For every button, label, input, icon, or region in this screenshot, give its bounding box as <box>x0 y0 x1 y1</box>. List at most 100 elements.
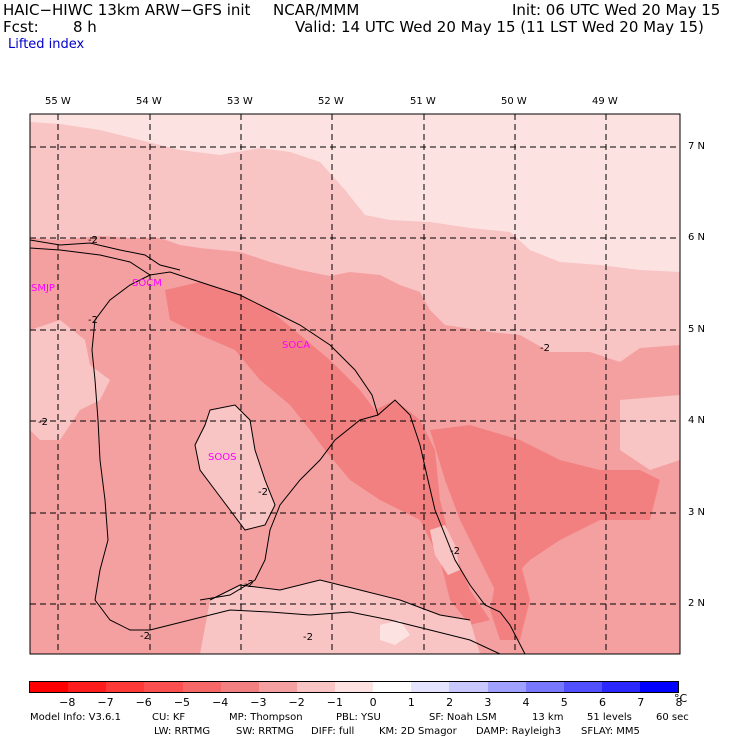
center-org: NCAR/MMM <box>273 1 360 19</box>
footer-model-info: Model Info: V3.6.1 <box>30 712 121 723</box>
colorbar-label: 8 <box>675 696 683 709</box>
colorbar-label: −5 <box>173 696 191 709</box>
contour-label: -2 <box>303 632 313 643</box>
shade-north-lightest <box>30 114 680 272</box>
colorbar <box>29 681 679 693</box>
field-name: Lifted index <box>8 37 85 52</box>
contour-label: -2 <box>38 417 48 428</box>
footer-damp: DAMP: Rayleigh3 <box>476 726 562 737</box>
station-socm: SOCM <box>132 278 162 289</box>
colorbar-cell <box>335 682 374 692</box>
colorbar-cell <box>182 682 221 692</box>
lon-label-55w: 55 W <box>45 96 71 107</box>
contour-label: -2 <box>450 546 460 557</box>
colorbar-label: −8 <box>59 696 76 709</box>
colorbar-cell <box>258 682 297 692</box>
model-title: HAIC−HIWC 13km ARW−GFS init <box>3 1 251 19</box>
colorbar-cell <box>106 682 145 692</box>
lat-label-5n: 5 N <box>688 324 706 335</box>
contour-2-north <box>30 239 181 271</box>
shade-west-light <box>30 320 110 440</box>
colorbar-cell <box>487 682 526 692</box>
colorbar-label: −6 <box>135 696 152 709</box>
contour-label: -2 <box>244 579 254 590</box>
colorbar-label: 7 <box>637 696 645 709</box>
colorbar-label: 1 <box>407 696 415 709</box>
lat-label-7n: 7 N <box>688 141 706 152</box>
lon-label-53w: 53 W <box>227 96 253 107</box>
contour-label: -2 <box>258 487 268 498</box>
shade-coast-dark <box>165 282 490 625</box>
valid-time: Valid: 14 UTC Wed 20 May 15 (11 LST Wed … <box>295 18 704 36</box>
lon-label-52w: 52 W <box>318 96 344 107</box>
lat-label-4n: 4 N <box>688 415 706 426</box>
lon-label-50w: 50 W <box>501 96 527 107</box>
contour-2-south <box>209 579 471 621</box>
fcst-label: Fcst: <box>3 18 39 36</box>
footer-sflay: SFLAY: MM5 <box>581 726 640 737</box>
colorbar-cell <box>68 682 107 692</box>
footer-mp: MP: Thompson <box>229 712 303 723</box>
lon-label-51w: 51 W <box>410 96 436 107</box>
fcst-value: 8 h <box>73 18 97 36</box>
colorbar-label: 0 <box>369 696 377 709</box>
contour-2-soos <box>194 404 276 531</box>
colorbar-cell <box>525 682 564 692</box>
station-soca: SOCA <box>282 340 311 351</box>
colorbar-label: 5 <box>560 696 568 709</box>
colorbar-cell <box>373 682 412 692</box>
colorbar-label: 6 <box>599 696 607 709</box>
shade-island-soos <box>195 405 275 530</box>
footer-pbl: PBL: YSU <box>336 712 381 723</box>
lon-label-54w: 54 W <box>136 96 162 107</box>
colorbar-cell <box>220 682 259 692</box>
colorbar-label: 3 <box>484 696 492 709</box>
footer-cu: CU: KF <box>152 712 186 723</box>
shade-coast-light-spot <box>430 525 460 575</box>
footer-lw: LW: RRTMG <box>154 726 211 737</box>
colorbar-label: 4 <box>522 696 530 709</box>
lon-label-49w: 49 W <box>592 96 618 107</box>
footer-sw: SW: RRTMG <box>236 726 294 737</box>
colorbar-cell <box>563 682 602 692</box>
footer-km: KM: 2D Smagor <box>379 726 457 737</box>
shade-east-light <box>620 395 680 470</box>
colorbar-label: −3 <box>250 696 267 709</box>
station-soos: SOOS <box>208 452 237 463</box>
contour-label: -2 <box>88 235 98 246</box>
map-frame <box>29 113 681 655</box>
lat-label-6n: 6 N <box>688 232 706 243</box>
border-west <box>91 274 151 631</box>
footer-diff: DIFF: full <box>311 726 355 737</box>
colorbar-label: −1 <box>326 696 343 709</box>
colorbar-cell <box>30 682 69 692</box>
station-smjp: SMJP <box>31 283 55 294</box>
colorbar-cell <box>411 682 450 692</box>
shade-south-light <box>200 580 480 654</box>
colorbar-cell <box>144 682 183 692</box>
footer-sf: SF: Noah LSM <box>429 712 497 723</box>
footer-resolution: 13 km <box>532 712 564 723</box>
contour-label: -2 <box>540 343 550 354</box>
contour-label: -2 <box>140 631 150 642</box>
footer-levels: 51 levels <box>587 712 632 723</box>
footer-timestep: 60 sec <box>656 712 689 723</box>
shade-south-lightest <box>380 620 410 645</box>
border-south <box>149 609 501 654</box>
coastline <box>30 247 526 654</box>
colorbar-cell <box>449 682 488 692</box>
shade-southeast-dark <box>490 560 530 640</box>
colorbar-cell <box>296 682 335 692</box>
colorbar-unit: °C <box>674 692 688 705</box>
colorbar-label: −4 <box>212 696 229 709</box>
lat-label-3n: 3 N <box>688 507 706 518</box>
colorbar-label: −2 <box>288 696 305 709</box>
lat-label-2n: 2 N <box>688 598 706 609</box>
colorbar-label: 2 <box>446 696 454 709</box>
colorbar-cell <box>640 682 679 692</box>
colorbar-cell <box>601 682 640 692</box>
contour-label: -2 <box>88 315 98 326</box>
colorbar-label: −7 <box>97 696 114 709</box>
border-east <box>199 414 379 601</box>
